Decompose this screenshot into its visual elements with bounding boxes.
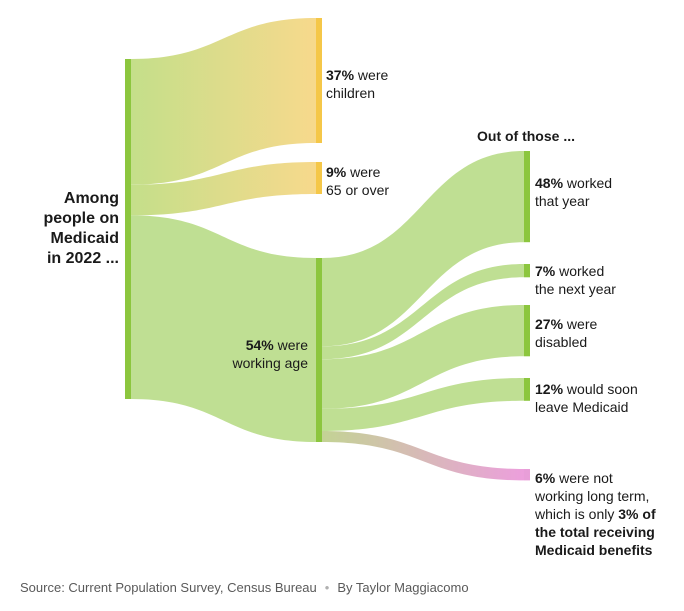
label-disabled-pct: 27% — [535, 316, 564, 332]
label-worked-next-year-text: worked — [555, 263, 605, 279]
label-working-age: 54% were working age — [208, 336, 309, 372]
label-children: 37% were children — [326, 66, 388, 102]
root-label-line-3: Medicaid — [50, 230, 119, 247]
label-not-working-bold5: Medicaid benefits — [535, 542, 653, 558]
label-seniors-text: were — [346, 164, 381, 180]
label-worked-next-year: 7% worked the next year — [535, 262, 616, 298]
byline: By Taylor Maggiacomo — [337, 580, 469, 595]
flow-root-to-seniors — [131, 162, 316, 216]
node-worked-that-year — [524, 151, 530, 243]
label-worked-next-year-text2: the next year — [535, 281, 616, 297]
label-not-working: 6% were not working long term, which is … — [535, 469, 656, 559]
source-note: Source: Current Population Survey, Censu… — [20, 580, 317, 595]
node-disabled — [524, 305, 530, 357]
node-not-working — [524, 469, 530, 481]
node-root — [125, 59, 131, 399]
flow-root-to-working-age — [131, 215, 316, 442]
label-worked-that-year-pct: 48% — [535, 175, 564, 191]
flow-working-age-to-worked-that-year — [322, 151, 524, 347]
node-working-age — [316, 258, 322, 442]
label-leave-medicaid-text: would soon — [563, 381, 638, 397]
label-worked-that-year-text: worked — [563, 175, 613, 191]
label-not-working-text: were not — [555, 470, 613, 486]
label-children-text: were — [354, 67, 389, 83]
label-working-age-pct: 54% — [245, 337, 274, 353]
label-leave-medicaid-pct: 12% — [535, 381, 564, 397]
label-seniors: 9% were 65 or over — [326, 163, 389, 199]
label-disabled: 27% were disabled — [535, 315, 597, 351]
root-label-line-1: Among — [63, 190, 119, 207]
sankey-flows — [131, 18, 524, 481]
label-not-working-text3: which is only — [535, 506, 619, 522]
root-label: Among people on Medicaid in 2022 ... — [9, 189, 119, 269]
node-seniors — [316, 162, 322, 194]
node-worked-next-year — [524, 264, 530, 278]
label-seniors-text2: 65 or over — [326, 182, 390, 198]
sankey-nodes — [125, 18, 530, 481]
label-working-age-text: were — [273, 337, 308, 353]
label-not-working-pct: 6% — [535, 470, 556, 486]
label-seniors-pct: 9% — [326, 164, 347, 180]
label-working-age-text2: working age — [232, 355, 309, 371]
root-label-line-4: in 2022 ... — [46, 250, 119, 267]
footer: Source: Current Population Survey, Censu… — [20, 580, 469, 595]
flow-working-age-to-leave-medicaid — [322, 378, 524, 431]
label-children-pct: 37% — [326, 67, 355, 83]
node-children — [316, 18, 322, 143]
separator-dot-icon: • — [324, 580, 330, 595]
label-disabled-text2: disabled — [535, 334, 588, 350]
label-leave-medicaid: 12% would soon leave Medicaid — [535, 380, 638, 416]
label-not-working-bold4: the total receiving — [535, 524, 655, 540]
label-not-working-bold3: 3% of — [618, 506, 656, 522]
level2-header: Out of those ... — [477, 128, 575, 144]
label-worked-that-year: 48% worked that year — [535, 174, 612, 210]
flow-working-age-to-disabled — [322, 305, 524, 409]
label-not-working-text2: working long term, — [535, 488, 650, 504]
label-leave-medicaid-text2: leave Medicaid — [535, 399, 629, 415]
label-children-text2: children — [326, 85, 376, 101]
flow-working-age-to-not-working — [322, 430, 524, 481]
label-worked-that-year-text2: that year — [535, 193, 590, 209]
flow-working-age-to-worked-next-year — [322, 264, 524, 360]
label-worked-next-year-pct: 7% — [535, 263, 556, 279]
node-leave-medicaid — [524, 378, 530, 401]
flow-root-to-children — [131, 18, 316, 185]
root-label-line-2: people on — [43, 210, 119, 227]
label-disabled-text: were — [563, 316, 598, 332]
